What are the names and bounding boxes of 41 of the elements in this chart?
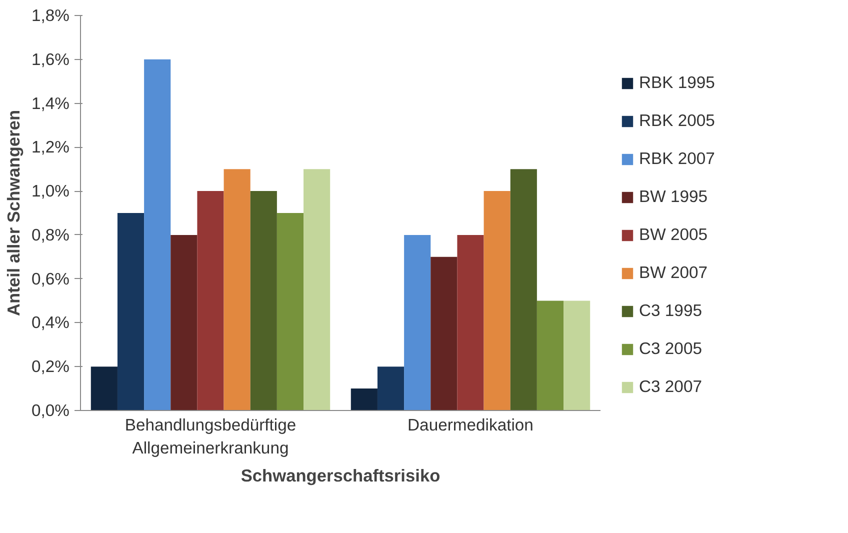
bar [250,191,277,410]
bar [377,366,404,410]
bar [304,169,330,410]
bar [117,213,144,410]
bar [170,234,198,410]
bar [510,169,537,410]
bar [350,388,378,410]
y-tick-label: 1,8% [32,6,70,25]
bar [224,169,250,410]
y-tick-label: 0,4% [32,313,70,332]
legend-label: RBK 2007 [639,149,716,169]
legend-label: BW 2007 [639,263,709,283]
y-tick-label: 0,0% [32,401,70,420]
bar [197,191,224,410]
bar [404,234,431,410]
bar [484,191,510,410]
y-axis-title: Anteil aller Schwangeren [4,110,24,316]
bar [536,300,564,410]
y-tick-label: 0,2% [32,357,70,376]
bar [457,234,484,410]
bar [564,300,590,410]
x-tick-label: Behandlungsbedürftige Allgemeinerkrankung [124,416,296,458]
legend-label: C3 1995 [639,301,703,321]
x-axis-title: Schwangerschaftsrisiko [240,465,440,486]
y-tick-label: 1,0% [32,182,70,201]
y-tick-label: 0,6% [32,269,70,288]
y-tick-label: 1,6% [32,50,70,69]
legend-label: BW 2005 [639,225,709,245]
y-tick-label: 0,8% [32,225,70,244]
bar [276,213,304,410]
y-tick-label: 1,4% [32,94,70,113]
legend-label: C3 2005 [639,339,703,359]
y-tick-label: 1,2% [32,138,70,157]
x-tick-label: Dauermedikation [408,416,534,434]
bar [90,366,118,410]
legend-label: BW 1995 [639,187,709,207]
bar [144,59,171,410]
legend-label: RBK 2005 [639,111,716,131]
legend-label: RBK 1995 [639,73,716,93]
legend-label: C3 2007 [639,377,703,397]
bar [430,256,458,410]
